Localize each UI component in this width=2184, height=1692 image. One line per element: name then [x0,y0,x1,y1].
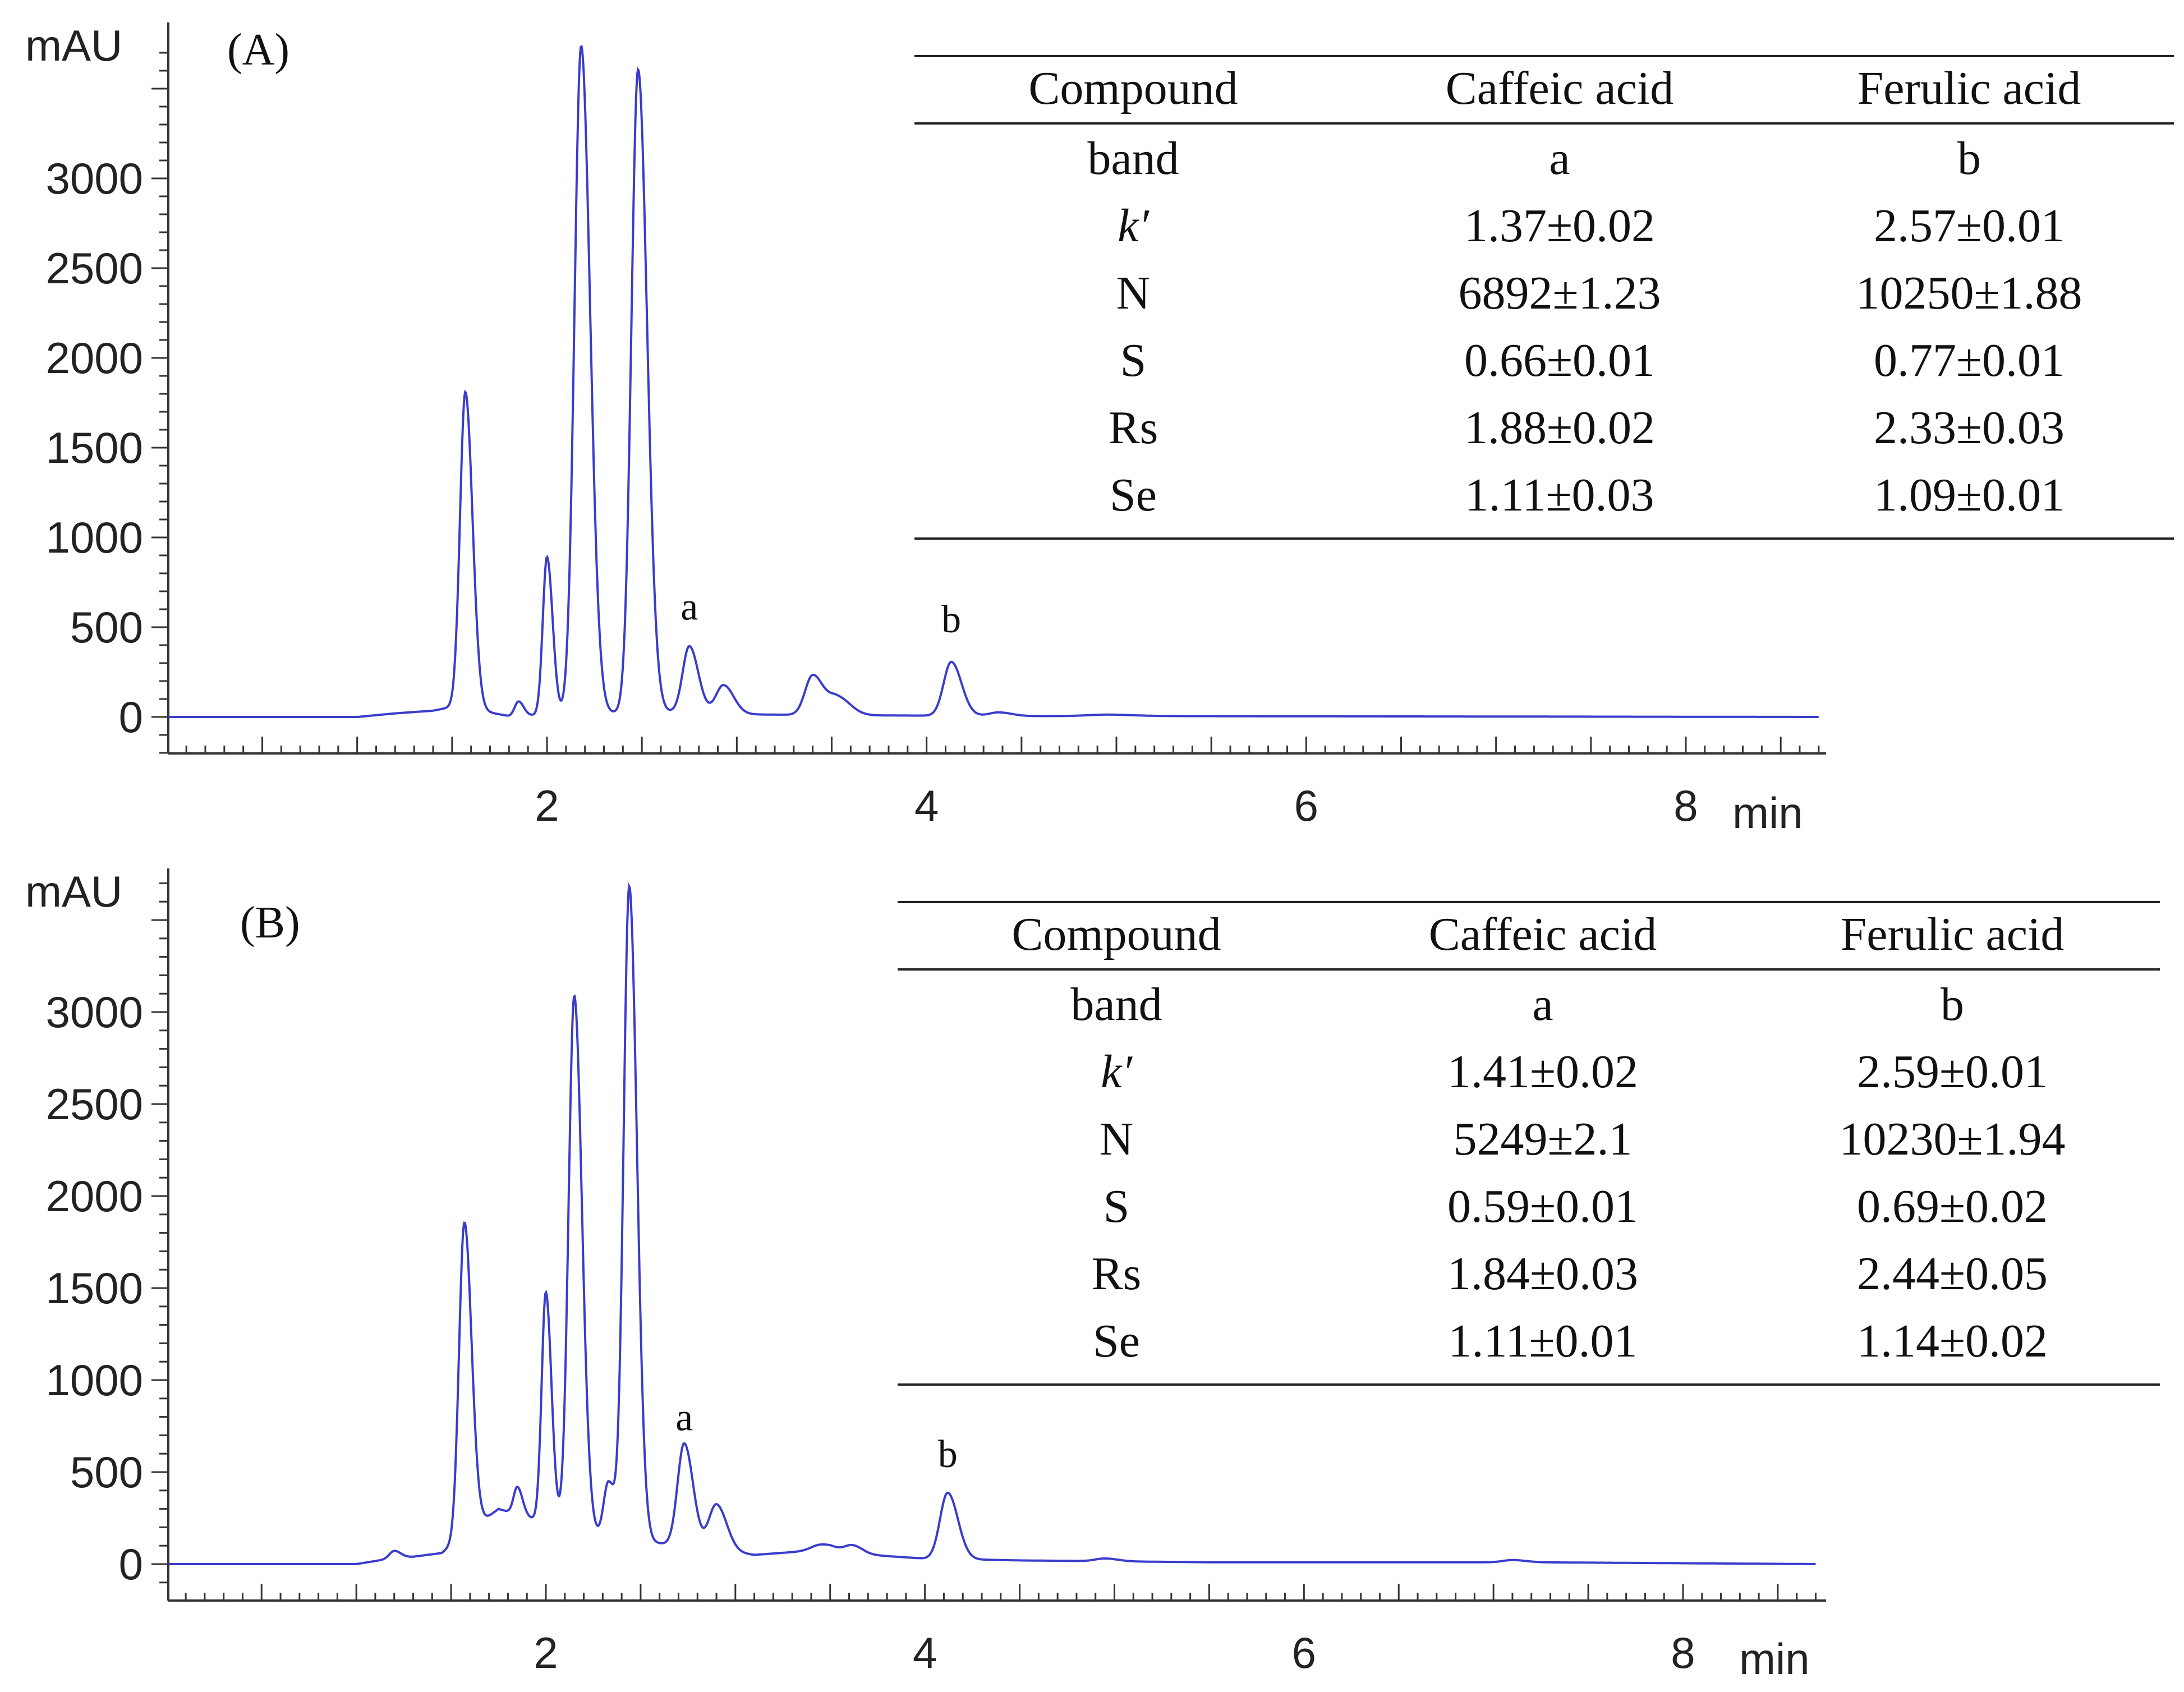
table-cell: 0.77±0.01 [1874,334,2065,387]
y-tick-label: 500 [70,1447,143,1497]
x-tick-label: 6 [1292,1628,1316,1677]
table-cell: 1.09±0.01 [1874,469,2065,521]
table-cell: N [1116,267,1151,319]
table-cell: Se [1110,469,1157,521]
x-axis-unit-a: min [1732,788,1803,838]
table-cell: Rs [1092,1248,1142,1300]
table-cell: 0.59±0.01 [1447,1180,1638,1233]
y-tick-label: 1000 [45,1355,143,1405]
table-header-cell: Compound [1028,62,1238,114]
table-cell: 0.69±0.02 [1857,1180,2048,1233]
table-cell: 10250±1.88 [1856,267,2082,319]
table-cell: 0.66±0.01 [1464,334,1655,387]
trace-line-b [168,882,1816,1565]
table-cell: 2.33±0.03 [1874,402,2065,454]
table-cell: 1.11±0.03 [1465,469,1654,521]
table-cell: S [1120,334,1147,387]
y-tick-label: 1000 [45,513,143,562]
table-cell: 2.57±0.01 [1874,200,2065,252]
y-tick-label: 1500 [45,1263,143,1313]
table-cell: 5249±2.1 [1453,1113,1632,1165]
x-tick-label: 8 [1671,1628,1695,1677]
x-tick-label: 6 [1294,781,1318,830]
axes-a: 0 500 1000 1500 2000 2500 3000 2 4 6 8 [45,22,1826,830]
table-header-cell: Caffeic acid [1446,62,1674,114]
table-cell: 2.44±0.05 [1857,1248,2048,1300]
table-header-cell: Compound [1011,908,1221,960]
x-tick-label: 4 [914,781,939,830]
y-tick-label: 2000 [45,333,143,383]
result-table-b: Compound Caffeic acid Ferulic acid band a b k′… [898,901,2160,1386]
peak-label-a: a [681,586,698,629]
table-header-cell: Caffeic acid [1429,908,1657,960]
result-table-a: Compound Caffeic acid Ferulic acid band a b k′… [914,55,2174,540]
y-tick-label: 0 [119,692,143,742]
table-cell: band [1087,132,1179,185]
y-tick-label: 3000 [45,154,143,203]
y-axis-unit-a: mAU [25,21,122,70]
table-cell: 1.11±0.01 [1449,1315,1638,1367]
table-cell: 1.37±0.02 [1464,200,1655,252]
y-tick-label: 1500 [45,423,143,472]
peak-label-a: a [675,1396,693,1439]
table-cell: band [1070,978,1162,1031]
x-tick-label: 8 [1673,781,1698,830]
x-tick-label: 2 [535,781,559,830]
peak-label-b: b [938,1433,958,1476]
panel-label-a: (A) [227,25,289,75]
table-cell: 6892±1.23 [1458,267,1661,319]
peak-label-b: b [941,598,961,641]
x-tick-label: 2 [534,1628,558,1677]
y-tick-label: 0 [119,1539,143,1589]
table-cell: a [1549,132,1570,185]
table-cell: 1.14±0.02 [1857,1315,2048,1367]
table-header-cell: Ferulic acid [1857,62,2081,114]
peak-labels-b: ab [675,1396,958,1476]
trace-line-a [168,44,1819,718]
y-tick-label: 2500 [45,243,143,293]
table-cell: 1.88±0.02 [1464,402,1655,454]
x-tick-label: 4 [913,1628,937,1677]
table-cell: Rs [1109,402,1158,454]
y-tick-label: 3000 [45,987,143,1037]
table-cell: 1.84±0.03 [1447,1248,1638,1300]
y-axis-unit-b: mAU [25,867,122,916]
table-cell: Se [1093,1315,1140,1367]
table-cell: 1.41±0.02 [1447,1046,1638,1098]
axes-b: 0 500 1000 1500 2000 2500 3000 2 4 6 8 [45,868,1826,1677]
table-cell: a [1532,978,1553,1031]
table-cell: b [1941,978,1964,1031]
y-tick-label: 2000 [45,1171,143,1221]
table-cell: 10230±1.94 [1839,1113,2065,1165]
table-cell: k′ [1118,200,1150,252]
y-tick-label: 500 [70,603,143,652]
table-cell: 2.59±0.01 [1857,1046,2048,1098]
x-axis-unit-b: min [1739,1634,1810,1684]
table-cell: S [1104,1180,1130,1233]
table-header-cell: Ferulic acid [1841,908,2065,960]
panel-label-b: (B) [240,898,300,948]
y-tick-label: 2500 [45,1079,143,1129]
table-cell: N [1100,1113,1134,1165]
table-cell: k′ [1101,1046,1133,1098]
table-cell: b [1957,132,1981,185]
